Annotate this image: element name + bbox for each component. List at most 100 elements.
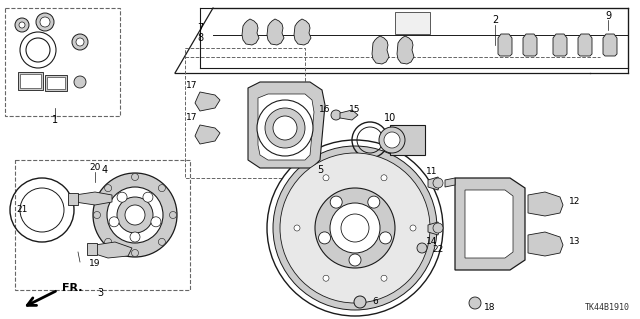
Polygon shape <box>578 34 592 56</box>
Circle shape <box>93 211 100 219</box>
Text: 16: 16 <box>319 106 331 115</box>
Bar <box>68 193 78 205</box>
Polygon shape <box>553 34 567 56</box>
Text: 18: 18 <box>484 303 496 313</box>
Text: 2: 2 <box>492 15 498 25</box>
Polygon shape <box>455 178 525 270</box>
Bar <box>390 125 425 155</box>
Circle shape <box>76 38 84 46</box>
Text: 8: 8 <box>197 33 203 43</box>
Polygon shape <box>294 19 311 45</box>
Polygon shape <box>92 242 132 258</box>
Text: 12: 12 <box>570 197 580 206</box>
Circle shape <box>381 275 387 281</box>
Text: 4: 4 <box>102 165 108 175</box>
Bar <box>185 48 305 178</box>
Circle shape <box>379 127 405 153</box>
Circle shape <box>330 203 380 253</box>
Polygon shape <box>258 94 314 160</box>
Text: 9: 9 <box>605 11 611 21</box>
Polygon shape <box>195 125 220 144</box>
Circle shape <box>107 187 163 243</box>
Text: 7: 7 <box>197 23 203 33</box>
Circle shape <box>15 18 29 32</box>
Circle shape <box>417 243 427 253</box>
Polygon shape <box>267 19 284 45</box>
Text: 20: 20 <box>90 164 100 173</box>
Polygon shape <box>428 177 440 190</box>
Circle shape <box>267 140 443 316</box>
Circle shape <box>384 132 400 148</box>
Text: 10: 10 <box>384 113 396 123</box>
Text: 3: 3 <box>97 288 103 298</box>
Circle shape <box>368 196 380 208</box>
Polygon shape <box>428 222 440 235</box>
Circle shape <box>280 153 430 303</box>
Polygon shape <box>195 92 220 111</box>
Bar <box>15 160 190 290</box>
Bar <box>47 77 65 89</box>
Bar <box>20 74 41 88</box>
Text: 17: 17 <box>186 114 198 122</box>
Circle shape <box>40 17 50 27</box>
Circle shape <box>331 110 341 120</box>
Circle shape <box>19 22 25 28</box>
Polygon shape <box>75 192 112 205</box>
Circle shape <box>323 175 329 181</box>
Circle shape <box>109 217 119 227</box>
Text: 14: 14 <box>426 238 438 247</box>
Bar <box>18 72 43 90</box>
Circle shape <box>315 188 395 268</box>
Polygon shape <box>445 178 455 187</box>
Circle shape <box>143 192 153 202</box>
Polygon shape <box>340 110 358 120</box>
Circle shape <box>433 178 443 188</box>
Circle shape <box>104 185 111 192</box>
Text: 21: 21 <box>16 205 28 214</box>
Circle shape <box>273 116 297 140</box>
Circle shape <box>319 232 331 244</box>
Text: 15: 15 <box>349 106 361 115</box>
Circle shape <box>104 238 111 245</box>
Circle shape <box>20 32 56 68</box>
Circle shape <box>26 38 50 62</box>
Polygon shape <box>528 192 563 216</box>
Text: 13: 13 <box>569 238 580 247</box>
Circle shape <box>410 225 416 231</box>
Bar <box>45 75 67 91</box>
Circle shape <box>72 34 88 50</box>
Polygon shape <box>498 34 512 56</box>
Circle shape <box>433 223 443 233</box>
Text: 6: 6 <box>372 298 378 307</box>
Bar <box>5 8 120 116</box>
Circle shape <box>36 13 54 31</box>
Circle shape <box>170 211 177 219</box>
Polygon shape <box>242 19 259 45</box>
Text: 5: 5 <box>317 165 323 175</box>
Text: 22: 22 <box>433 246 444 255</box>
Circle shape <box>380 232 392 244</box>
Text: 17: 17 <box>186 80 198 90</box>
Circle shape <box>257 100 313 156</box>
Text: TK44B1910: TK44B1910 <box>585 303 630 313</box>
Circle shape <box>131 249 138 256</box>
Circle shape <box>265 108 305 148</box>
Circle shape <box>341 214 369 242</box>
Circle shape <box>330 196 342 208</box>
Circle shape <box>117 197 153 233</box>
Circle shape <box>349 254 361 266</box>
Circle shape <box>130 232 140 242</box>
Circle shape <box>151 217 161 227</box>
Polygon shape <box>523 34 537 56</box>
Circle shape <box>294 225 300 231</box>
Bar <box>395 12 430 34</box>
Circle shape <box>74 76 86 88</box>
Polygon shape <box>248 82 325 168</box>
Circle shape <box>469 297 481 309</box>
Circle shape <box>273 146 437 310</box>
Bar <box>87 243 97 255</box>
Text: 11: 11 <box>426 167 438 176</box>
Circle shape <box>323 275 329 281</box>
Circle shape <box>117 192 127 202</box>
Circle shape <box>158 238 165 245</box>
